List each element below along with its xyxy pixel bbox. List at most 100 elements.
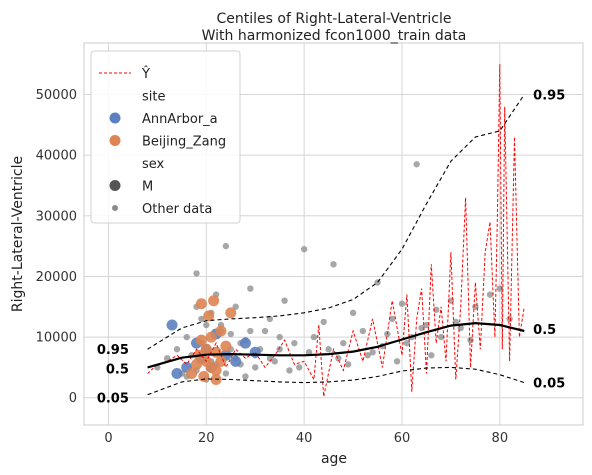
other-data-point [247,285,254,292]
other-data-point [403,339,411,347]
other-data-point [428,352,435,359]
y-tick-label: 50000 [36,88,77,103]
centile-095-line [147,94,525,350]
beijing-zang-point [220,340,232,352]
centile-label-left: 0.5 [106,363,129,378]
chart-subtitle: With harmonized fcon1000_train data [202,28,467,44]
other-data-point [418,324,425,332]
legend-marker [109,180,121,191]
other-data-point [467,336,474,344]
beijing-zang-point [225,307,237,319]
other-data-point [261,327,269,335]
other-data-point [183,333,190,341]
other-data-point [227,330,234,338]
other-data-point [300,245,308,253]
y-axis-label: Right-Lateral-Ventricle [10,156,26,312]
other-data-point [359,327,367,335]
legend-box [90,50,241,224]
other-data-point [398,300,406,307]
beijing-zang-point [200,343,212,355]
legend-marker [109,135,121,146]
other-data-point [286,367,293,374]
beijing-zang-point [191,358,203,370]
annarbor-a-point [166,319,178,331]
other-data-point [413,161,420,168]
y-tick-label: 40000 [36,149,77,164]
legend-label: Beijing_Zang [142,135,226,150]
other-data-point [271,358,278,365]
other-data-point [344,361,352,368]
centile-label-right: 0.5 [533,323,556,338]
beijing-zang-point [186,367,198,379]
x-tick-label: 60 [394,431,411,446]
centile-label-right: 0.95 [533,89,565,104]
centile-label-right: 0.05 [533,377,565,392]
beijing-zang-point [195,334,207,346]
other-data-point [173,346,181,353]
centile-05-line [147,321,525,369]
y-tick-label: 0 [69,391,77,406]
beijing-zang-point [203,310,215,322]
legend-label: M [142,180,153,195]
x-tick-label: 40 [296,431,313,446]
beijing-zang-point [215,355,227,367]
legend-label: Other data [142,202,212,217]
x-tick-label: 80 [492,431,509,446]
x-tick-label: 0 [104,431,112,446]
other-data-point [330,261,337,268]
other-data-point [276,333,283,341]
other-data-point [364,352,371,359]
other-data-point [320,318,327,326]
beijing-zang-point [210,364,222,376]
other-data-point [247,327,254,335]
other-data-point [486,291,494,298]
other-data-point [281,297,288,304]
beijing-zang-point [215,325,227,337]
annarbor-a-point [239,337,251,349]
other-data-point [506,315,513,323]
other-data-point [198,315,205,323]
legend-marker [109,112,121,124]
other-data-point [369,349,376,356]
legend-label: Ŷ [141,66,150,82]
beijing-zang-point [195,298,207,310]
other-data-point [242,373,249,380]
y-tick-label: 30000 [36,209,77,224]
annarbor-a-point [171,367,183,379]
tick-labels: 0 20 40 60 80 0 10000 20000 30000 40000 50000 [36,88,508,446]
other-data-point [222,370,230,377]
legend-label: AnnArbor_a [142,112,218,127]
legend-header: sex [142,157,165,172]
other-data-point [389,315,396,323]
other-data-point [325,346,332,353]
other-data-point [276,346,283,353]
other-data-point [232,303,239,310]
other-data-point [252,364,259,371]
other-data-point [310,333,318,341]
annarbor-a-point [230,355,242,367]
other-data-point [340,339,347,347]
other-data-point [291,339,298,347]
other-data-point [349,309,357,317]
beijing-zang-point [198,370,210,382]
other-data-point [305,349,313,356]
chart-title: Centiles of Right-Lateral-Ventricle [217,11,452,27]
centile-labels: 0.95 0.5 0.05 0.95 0.5 0.05 [97,89,565,407]
other-data-point [437,333,445,341]
legend-header: site [142,90,165,105]
centile-lines [147,94,525,396]
centile-005-line [147,366,525,396]
other-data-point [222,242,230,250]
y-tick-label: 10000 [36,331,77,346]
other-data-point [452,318,460,326]
other-data-point [203,321,210,329]
x-axis-label: age [321,451,347,467]
beijing-zang-point [205,331,217,343]
other-data-point [296,364,303,371]
beijing-zang-point [208,295,220,307]
other-data-point [423,321,430,329]
x-tick-label: 20 [198,431,215,446]
y-tick-label: 20000 [36,270,77,285]
